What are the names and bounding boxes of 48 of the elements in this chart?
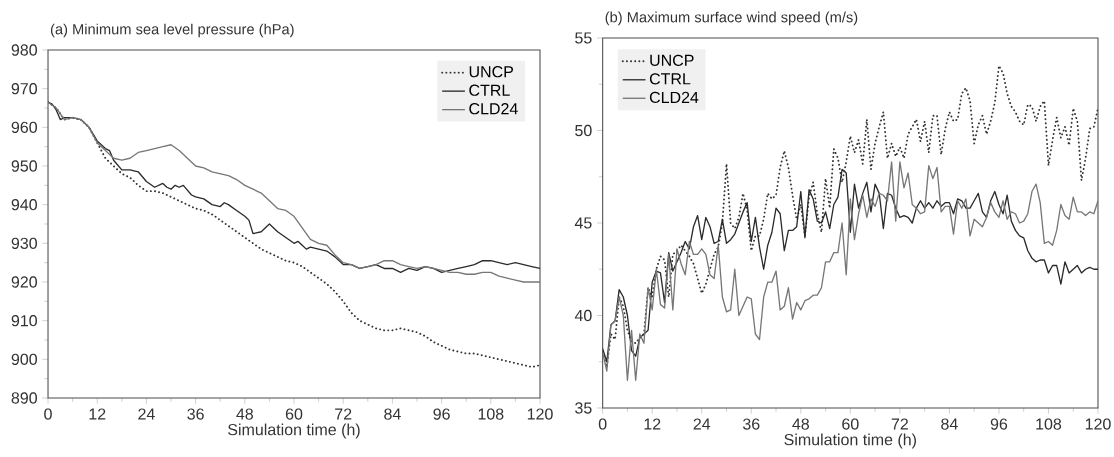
- y-tick-label: 940: [11, 199, 37, 211]
- x-tick-label: 84: [941, 418, 958, 430]
- y-tick-label: 970: [11, 83, 37, 95]
- x-tick-label: 60: [285, 408, 303, 420]
- y-tick-label: 35: [575, 402, 592, 414]
- line-series: [602, 64, 1098, 369]
- y-tick-label: 910: [11, 315, 37, 327]
- legend-label: CLD24: [649, 91, 699, 104]
- x-tick-label: 24: [693, 418, 711, 430]
- x-tick-label: 108: [478, 408, 504, 420]
- y-tick-label: 930: [11, 237, 37, 249]
- x-tick-label: 96: [433, 408, 450, 420]
- x-tick-label: 24: [138, 408, 155, 420]
- x-tick-label: 36: [742, 418, 760, 430]
- x-tick-label: 96: [990, 418, 1008, 430]
- x-tick-label: 72: [891, 418, 908, 430]
- x-axis-title: Simulation time (h): [784, 433, 916, 449]
- y-tick-label: 920: [11, 276, 37, 288]
- y-tick-label: 55: [575, 32, 592, 44]
- x-tick-label: 0: [44, 408, 52, 420]
- x-tick-label: 12: [644, 418, 661, 430]
- y-tick-label: 980: [11, 44, 37, 56]
- legend-label: UNCP: [469, 66, 513, 78]
- y-tick-label: 950: [11, 160, 37, 172]
- y-tick-label: 900: [11, 353, 37, 365]
- legend-label: UNCP: [650, 54, 694, 67]
- x-tick-label: 48: [236, 408, 254, 420]
- x-tick-label: 60: [842, 418, 859, 430]
- legend-label: CLD24: [469, 103, 518, 115]
- x-axis-title: Simulation time (h): [228, 423, 360, 439]
- legend-label: CTRL: [469, 84, 510, 96]
- x-tick-label: 12: [89, 408, 106, 420]
- x-tick-label: 120: [1085, 418, 1111, 430]
- x-tick-label: 108: [1036, 418, 1062, 430]
- y-tick-label: 960: [11, 121, 37, 133]
- x-tick-label: 36: [187, 408, 204, 420]
- chart-title: (a) Minimum sea level pressure (hPa): [50, 23, 294, 38]
- y-tick-label: 890: [11, 392, 37, 404]
- x-tick-label: 48: [792, 418, 809, 430]
- y-tick-label: 45: [574, 217, 592, 229]
- x-tick-label: 72: [335, 408, 352, 420]
- legend-label: CTRL: [649, 73, 691, 85]
- x-tick-label: 120: [527, 408, 553, 420]
- chart-title: (b) Maximum surface wind speed (m/s): [605, 11, 858, 26]
- x-tick-label: 0: [598, 418, 607, 430]
- y-tick-label: 40: [574, 309, 592, 322]
- x-tick-label: 84: [384, 408, 401, 420]
- y-tick-label: 50: [575, 124, 592, 137]
